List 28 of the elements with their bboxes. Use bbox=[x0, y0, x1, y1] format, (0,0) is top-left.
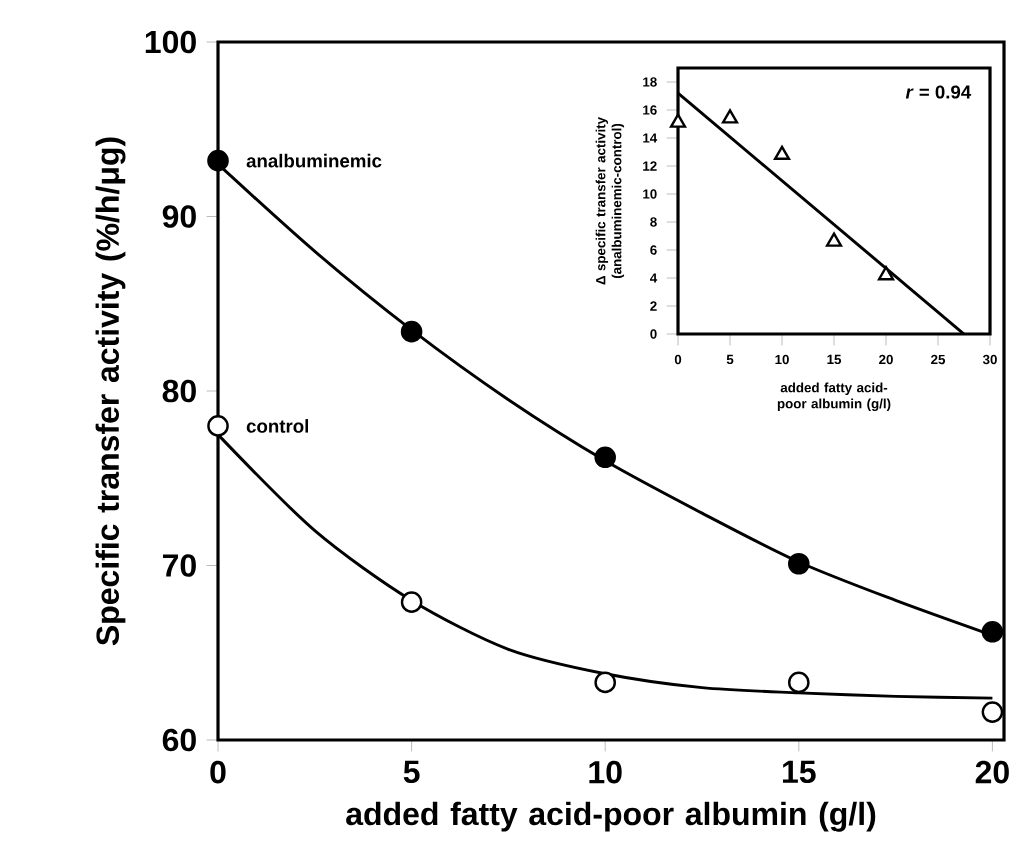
annotation: r = 0.94 bbox=[905, 85, 972, 99]
point bbox=[788, 671, 810, 694]
x-axis-title: added fatty acid-poor albumin (g/l) bbox=[346, 801, 876, 832]
x-tick-label: 5 bbox=[403, 760, 420, 784]
point bbox=[594, 446, 616, 469]
point bbox=[207, 415, 229, 437]
point bbox=[594, 671, 616, 694]
point bbox=[400, 320, 423, 343]
y-tick-label: 80 bbox=[162, 379, 196, 403]
y-tick-label: 60 bbox=[162, 728, 196, 752]
point bbox=[721, 109, 739, 124]
point bbox=[788, 552, 810, 575]
y-axis-title: Specific transfer activity (%/h/μg) bbox=[95, 137, 126, 646]
y-tick-label: 100 bbox=[145, 30, 196, 54]
x-tick-label: 20 bbox=[975, 760, 1009, 784]
series-label: analbuminemic bbox=[246, 153, 382, 168]
point bbox=[669, 113, 687, 128]
x-tick-label: 15 bbox=[783, 760, 816, 784]
point bbox=[825, 232, 843, 247]
y-tick-label: 70 bbox=[162, 554, 196, 577]
x-tick-label: 0 bbox=[210, 760, 226, 784]
series-label: control bbox=[246, 419, 309, 433]
point bbox=[877, 266, 895, 281]
point bbox=[207, 149, 229, 172]
point bbox=[773, 145, 791, 160]
y-tick-label: 90 bbox=[162, 205, 196, 228]
x-tick-label: 10 bbox=[589, 760, 622, 784]
point bbox=[400, 591, 423, 613]
